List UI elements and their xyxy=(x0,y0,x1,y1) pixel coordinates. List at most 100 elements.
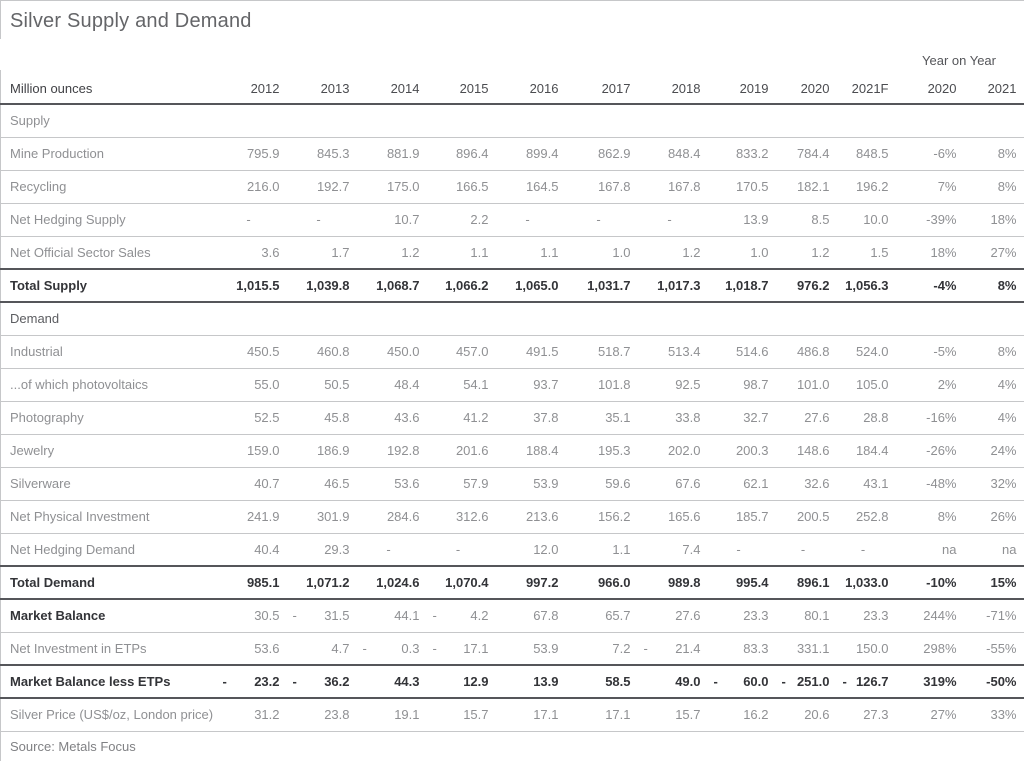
value-cell: 101.0 xyxy=(777,368,838,401)
value-cell: 182.1 xyxy=(777,170,838,203)
value-cell: -6% xyxy=(897,137,965,170)
negative-sign: - xyxy=(363,641,367,656)
value-cell: -26% xyxy=(897,434,965,467)
negative-sign: - xyxy=(782,674,786,689)
value-cell: -5% xyxy=(897,335,965,368)
value-cell: 486.8 xyxy=(777,335,838,368)
page-title: Silver Supply and Demand xyxy=(0,1,1024,39)
value-cell: 156.2 xyxy=(567,500,639,533)
value-cell: 80.1 xyxy=(777,599,838,632)
value-cell: -23.2 xyxy=(218,665,288,698)
value-cell: 3.6 xyxy=(218,236,288,269)
value-cell: 8% xyxy=(965,269,1024,302)
value-cell: 284.6 xyxy=(358,500,428,533)
value-cell: -126.7 xyxy=(838,665,897,698)
column-header: 2014 xyxy=(358,70,428,104)
row-label: Photography xyxy=(1,401,218,434)
negative-sign: - xyxy=(223,674,227,689)
value-cell: 4% xyxy=(965,368,1024,401)
value-cell: 881.9 xyxy=(358,137,428,170)
value-cell: 59.6 xyxy=(567,467,639,500)
value-cell: 188.4 xyxy=(497,434,567,467)
value-cell: 54.1 xyxy=(428,368,497,401)
value-cell: 1,056.3 xyxy=(838,269,897,302)
value-cell: 1.2 xyxy=(777,236,838,269)
value-cell: 27.3 xyxy=(838,698,897,731)
value-cell: 101.8 xyxy=(567,368,639,401)
value-cell: 35.1 xyxy=(567,401,639,434)
value-cell: 23.3 xyxy=(838,599,897,632)
value-cell: 784.4 xyxy=(777,137,838,170)
value-cell: 53.9 xyxy=(497,467,567,500)
value-cell: -4.2 xyxy=(428,599,497,632)
value-cell: -50% xyxy=(965,665,1024,698)
value-cell: 13.9 xyxy=(709,203,777,236)
value-cell: - xyxy=(497,203,567,236)
value-cell: 896.1 xyxy=(777,566,838,599)
value-cell: 491.5 xyxy=(497,335,567,368)
value-cell: 159.0 xyxy=(218,434,288,467)
value-cell: 995.4 xyxy=(709,566,777,599)
row-label: Supply xyxy=(1,104,1024,137)
value-cell: 93.7 xyxy=(497,368,567,401)
value-cell: -17.1 xyxy=(428,632,497,665)
value-cell: 98.7 xyxy=(709,368,777,401)
value-cell: 1.2 xyxy=(358,236,428,269)
column-header: 2021F xyxy=(838,70,897,104)
value-cell: 8% xyxy=(965,170,1024,203)
value-cell: 997.2 xyxy=(497,566,567,599)
value-cell: 27.6 xyxy=(639,599,709,632)
value-cell: - xyxy=(777,533,838,566)
value-cell: 795.9 xyxy=(218,137,288,170)
value-cell: 1.0 xyxy=(709,236,777,269)
row-label: ...of which photovoltaics xyxy=(1,368,218,401)
negative-sign: - xyxy=(843,674,847,689)
value-cell: 1.5 xyxy=(838,236,897,269)
row-label: Total Demand xyxy=(1,566,218,599)
value-cell: 26% xyxy=(965,500,1024,533)
column-header: 2015 xyxy=(428,70,497,104)
value-cell: 33.8 xyxy=(639,401,709,434)
value-cell: - xyxy=(639,203,709,236)
value-cell: 200.3 xyxy=(709,434,777,467)
value-cell: 7.2 xyxy=(567,632,639,665)
value-cell: 196.2 xyxy=(838,170,897,203)
column-header: 2012 xyxy=(218,70,288,104)
value-cell: 165.6 xyxy=(639,500,709,533)
value-cell: 55.0 xyxy=(218,368,288,401)
value-cell: 18% xyxy=(965,203,1024,236)
value-cell: -4% xyxy=(897,269,965,302)
value-cell: 170.5 xyxy=(709,170,777,203)
value-cell: 1,039.8 xyxy=(288,269,358,302)
row-label: Recycling xyxy=(1,170,218,203)
value-cell: 4.7 xyxy=(288,632,358,665)
value-cell: 1,015.5 xyxy=(218,269,288,302)
value-cell: 15% xyxy=(965,566,1024,599)
value-cell: 192.8 xyxy=(358,434,428,467)
value-cell: 17.1 xyxy=(497,698,567,731)
row-label: Industrial xyxy=(1,335,218,368)
value-cell: 45.8 xyxy=(288,401,358,434)
value-cell: 150.0 xyxy=(838,632,897,665)
column-header: 2016 xyxy=(497,70,567,104)
value-cell: 53.6 xyxy=(358,467,428,500)
value-cell: -55% xyxy=(965,632,1024,665)
value-cell: 966.0 xyxy=(567,566,639,599)
negative-sign: - xyxy=(644,641,648,656)
section-row: Demand xyxy=(1,302,1024,335)
value-cell: 298% xyxy=(897,632,965,665)
row-label: Net Official Sector Sales xyxy=(1,236,218,269)
value-cell: -71% xyxy=(965,599,1024,632)
row-label: Total Supply xyxy=(1,269,218,302)
value-cell: 175.0 xyxy=(358,170,428,203)
value-cell: 1.1 xyxy=(567,533,639,566)
value-cell: 989.8 xyxy=(639,566,709,599)
value-cell: 83.3 xyxy=(709,632,777,665)
